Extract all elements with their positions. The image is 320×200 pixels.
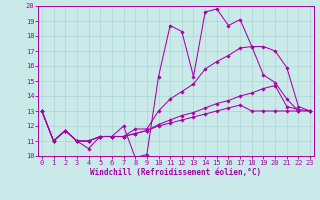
X-axis label: Windchill (Refroidissement éolien,°C): Windchill (Refroidissement éolien,°C) — [91, 168, 261, 177]
